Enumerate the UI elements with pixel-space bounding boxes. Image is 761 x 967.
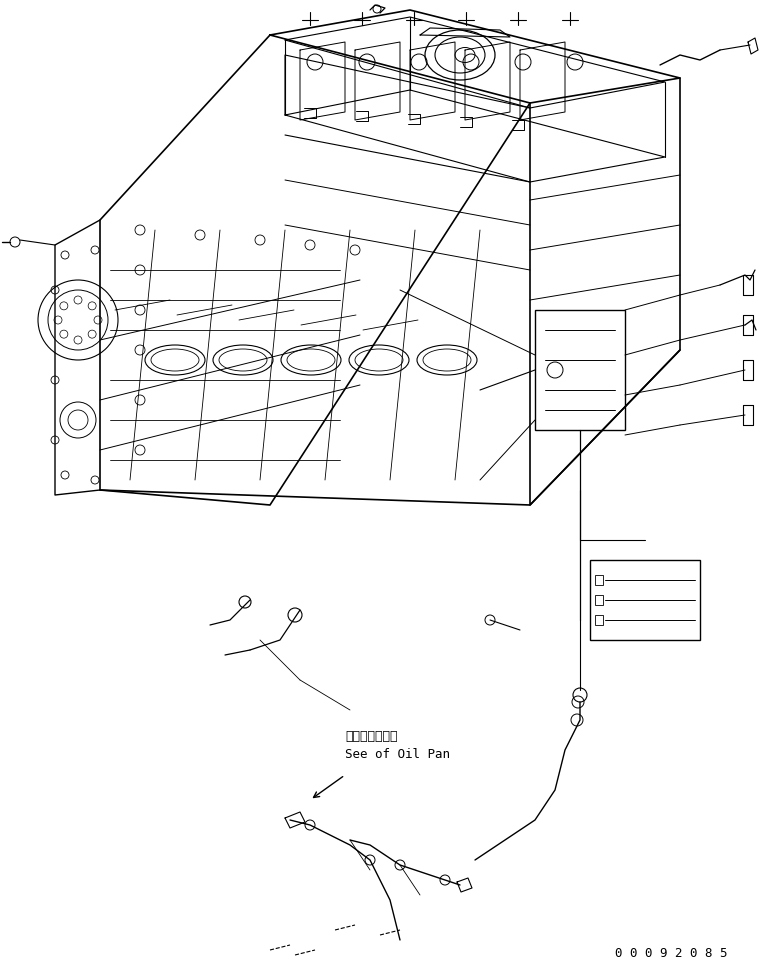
Bar: [590, 560, 700, 640]
Text: See of Oil Pan: See of Oil Pan: [345, 748, 450, 761]
Text: 0 0 0 9 2 0 8 5: 0 0 0 9 2 0 8 5: [615, 947, 728, 960]
Bar: [535, 310, 625, 430]
Bar: [595, 615, 603, 625]
Bar: [595, 575, 603, 585]
Bar: [595, 595, 603, 605]
Text: オイルパン参照: オイルパン参照: [345, 730, 397, 743]
